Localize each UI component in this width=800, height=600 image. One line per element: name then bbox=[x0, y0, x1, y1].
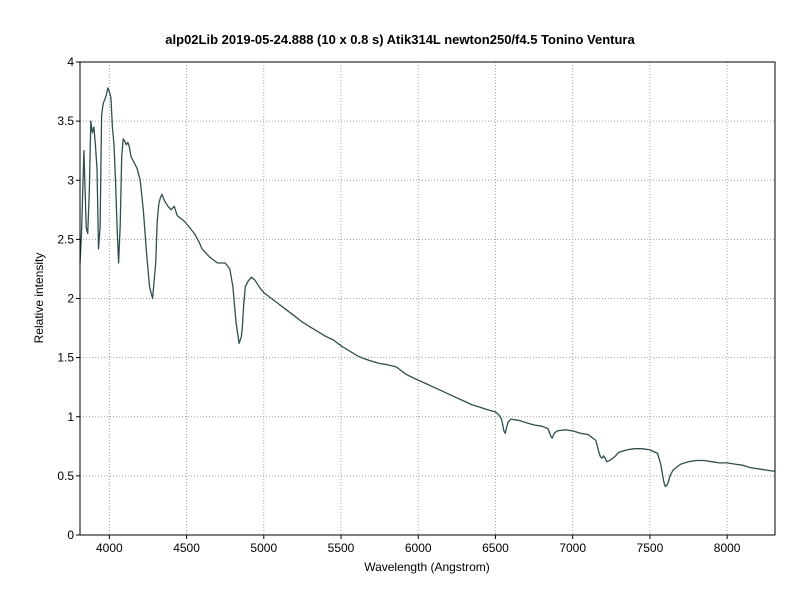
chart-title: alp02Lib 2019-05-24.888 (10 x 0.8 s) Ati… bbox=[165, 32, 635, 47]
x-tick-label: 7500 bbox=[637, 541, 664, 555]
x-axis-ticks: 4000 4500 5000 5500 6000 6500 7000 7500 8000 bbox=[96, 535, 741, 555]
y-axis-label: Relative intensity bbox=[32, 253, 46, 344]
x-tick-label: 5000 bbox=[250, 541, 277, 555]
x-axis-label: Wavelength (Angstrom) bbox=[364, 560, 490, 574]
x-tick-label: 6500 bbox=[482, 541, 509, 555]
x-tick-label: 6000 bbox=[405, 541, 432, 555]
y-tick-label: 3 bbox=[67, 173, 74, 187]
y-tick-label: 2.5 bbox=[57, 232, 74, 246]
y-tick-label: 4 bbox=[67, 55, 74, 69]
y-tick-label: 3.5 bbox=[57, 114, 74, 128]
x-tick-label: 8000 bbox=[714, 541, 741, 555]
y-tick-label: 0 bbox=[67, 528, 74, 542]
x-tick-label: 4000 bbox=[96, 541, 123, 555]
series-layer bbox=[79, 87, 775, 488]
y-axis-ticks: 0 0.5 1 1.5 2 2.5 3 3.5 4 bbox=[57, 55, 80, 542]
y-tick-label: 1 bbox=[67, 410, 74, 424]
y-tick-label: 2 bbox=[67, 292, 74, 306]
x-tick-label: 7000 bbox=[559, 541, 586, 555]
y-tick-label: 0.5 bbox=[57, 469, 74, 483]
spectrum-line bbox=[79, 87, 775, 488]
x-tick-label: 4500 bbox=[173, 541, 200, 555]
y-tick-label: 1.5 bbox=[57, 351, 74, 365]
grid bbox=[80, 62, 775, 535]
x-tick-label: 5500 bbox=[328, 541, 355, 555]
